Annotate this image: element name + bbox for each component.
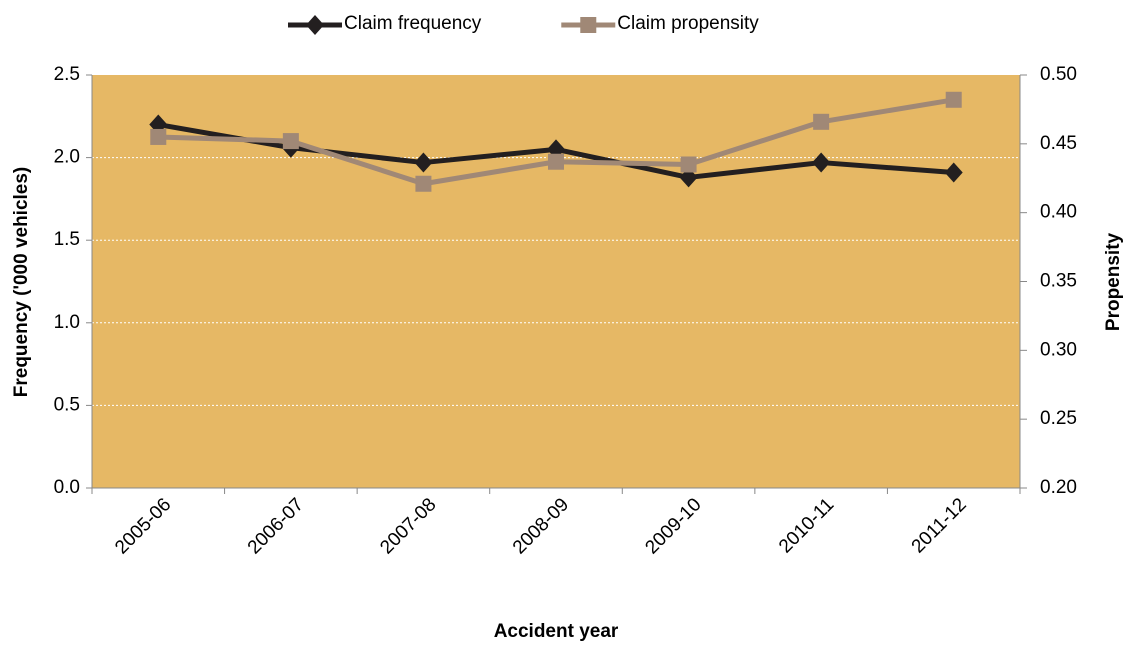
x-axis-title: Accident year (494, 621, 619, 642)
y-tick-label: 1.0 (54, 312, 80, 333)
point (306, 15, 324, 35)
y2-tick-label: 0.20 (1040, 477, 1077, 498)
y-tick-label: 2.0 (54, 147, 80, 168)
y-tick-label: 0.0 (54, 477, 80, 498)
legend-item: Claim propensity (561, 13, 759, 34)
point (415, 175, 432, 192)
point (282, 133, 299, 150)
y2-tick-label: 0.45 (1040, 133, 1077, 154)
y2-tick-label: 0.35 (1040, 271, 1077, 292)
legend-label: Claim propensity (617, 13, 759, 34)
point (945, 91, 962, 108)
y-axis-title: Frequency ('000 vehicles) (11, 167, 32, 398)
x-tick-label: 2006-07 (244, 494, 308, 558)
point (812, 152, 831, 173)
x-tick-label: 2011-12 (908, 494, 971, 557)
x-tick-label: 2010-11 (775, 494, 838, 557)
y2-axis-title: Propensity (1103, 232, 1124, 331)
y2-tick-label: 0.25 (1040, 408, 1077, 429)
y-tick-label: 0.5 (54, 394, 80, 415)
x-tick-label: 2009-10 (641, 494, 705, 558)
y2-tick-label: 0.30 (1040, 339, 1077, 360)
y2-tick-label: 0.50 (1040, 64, 1077, 85)
point (580, 17, 597, 33)
point (813, 113, 830, 130)
point (944, 162, 963, 183)
point (414, 152, 433, 173)
x-tick-label: 2007-08 (376, 494, 440, 558)
y2-tick-label: 0.40 (1040, 202, 1077, 223)
legend-label: Claim frequency (344, 13, 482, 34)
point (680, 156, 697, 173)
legend-item: Claim frequency (288, 13, 482, 35)
point (150, 128, 167, 145)
x-tick-label: 2008-09 (509, 494, 573, 558)
y-tick-label: 1.5 (54, 229, 80, 250)
x-tick-label: 2005-06 (111, 494, 175, 558)
y-tick-label: 2.5 (54, 64, 80, 85)
point (548, 153, 564, 170)
